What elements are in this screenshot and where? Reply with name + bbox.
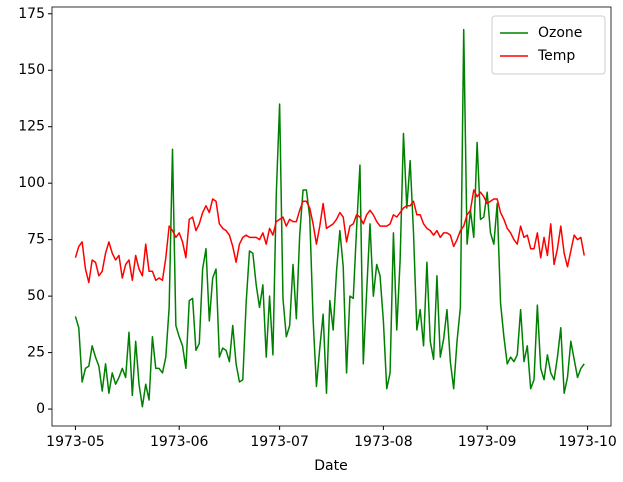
y-tick-label: 175: [18, 6, 45, 22]
x-tick-label: 1973-05: [46, 434, 105, 450]
x-tick-label: 1973-10: [558, 434, 617, 450]
x-tick-label: 1973-09: [458, 434, 517, 450]
legend-label: Temp: [537, 48, 575, 64]
y-tick-label: 150: [18, 62, 45, 78]
legend-box: [491, 15, 606, 75]
legend-label: Ozone: [538, 25, 582, 41]
line-series: [74, 189, 585, 284]
x-axis-label: Date: [314, 458, 347, 474]
y-tick-label: 25: [27, 345, 45, 361]
y-tick-label: 125: [18, 119, 45, 135]
x-tick-label: 1973-07: [250, 434, 309, 450]
y-tick-label: 75: [27, 232, 45, 248]
y-tick-label: 100: [18, 175, 45, 191]
line-series: [74, 28, 585, 408]
plot-frame: [51, 6, 612, 427]
x-tick-label: 1973-08: [354, 434, 413, 450]
y-tick-label: 50: [27, 288, 45, 304]
y-tick-label: 0: [36, 401, 45, 417]
x-tick-label: 1973-06: [150, 434, 209, 450]
